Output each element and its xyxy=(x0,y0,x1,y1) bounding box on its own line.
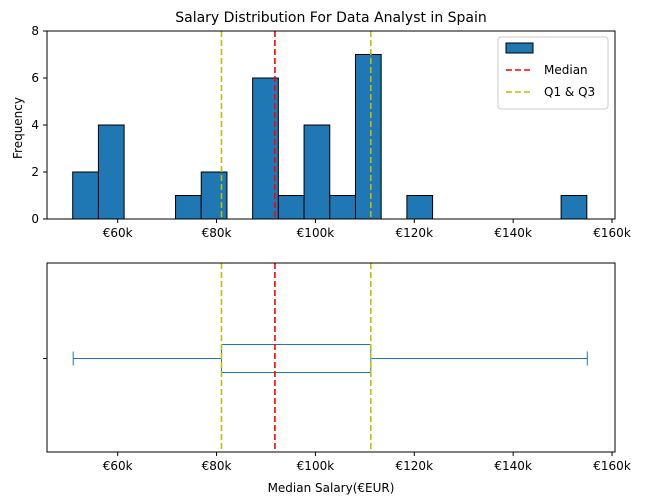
x-tick-label: €140k xyxy=(494,226,532,240)
histogram-bar xyxy=(97,124,125,220)
histogram-plot: 0 2 4 6 8 €60k €80k €100k €120k €140k €160k Median Q… xyxy=(31,24,630,240)
x-tick-label: €100k xyxy=(297,459,335,473)
x-tick-label: €120k xyxy=(396,226,434,240)
histogram-bar xyxy=(252,77,279,220)
histogram-bar xyxy=(175,195,202,220)
y-tick-label: 6 xyxy=(31,71,39,85)
chart-title: Salary Distribution For Data Analyst in … xyxy=(175,10,487,26)
x-tick-label: €100k xyxy=(297,226,335,240)
x-tick-label: €160k xyxy=(593,459,631,473)
y-tick-label: 8 xyxy=(31,24,39,38)
histogram-bar xyxy=(72,171,99,220)
y-tick-label: 4 xyxy=(31,118,39,132)
legend-box xyxy=(497,36,609,110)
histogram-bar xyxy=(354,54,382,220)
x-tick-label: €140k xyxy=(494,459,532,473)
legend-label: Median xyxy=(544,63,588,77)
y-tick-label: 2 xyxy=(31,165,39,179)
boxplot-plot: €60k €80k €100k €120k €140k €160k xyxy=(43,262,631,473)
x-axis-label: Median Salary(€EUR) xyxy=(268,481,395,495)
legend-swatch-bar xyxy=(505,42,534,54)
x-tick-label: €80k xyxy=(202,459,232,473)
plot-frame xyxy=(46,262,616,453)
x-tick-label: €80k xyxy=(202,226,232,240)
x-tick-label: €60k xyxy=(103,226,133,240)
histogram-bar xyxy=(200,171,228,220)
histogram-bar xyxy=(560,195,588,220)
box-iqr xyxy=(221,344,372,373)
y-tick-label: 0 xyxy=(31,212,39,226)
x-tick-label: €160k xyxy=(593,226,631,240)
x-tick-label: €120k xyxy=(396,459,434,473)
y-axis-label: Frequency xyxy=(11,97,25,159)
histogram-bar xyxy=(277,195,305,220)
histogram-bar xyxy=(303,124,331,220)
histogram-bar xyxy=(406,195,434,220)
x-tick-label: €60k xyxy=(103,459,133,473)
histogram-bar xyxy=(329,195,356,220)
legend-label: Q1 & Q3 xyxy=(544,85,595,99)
